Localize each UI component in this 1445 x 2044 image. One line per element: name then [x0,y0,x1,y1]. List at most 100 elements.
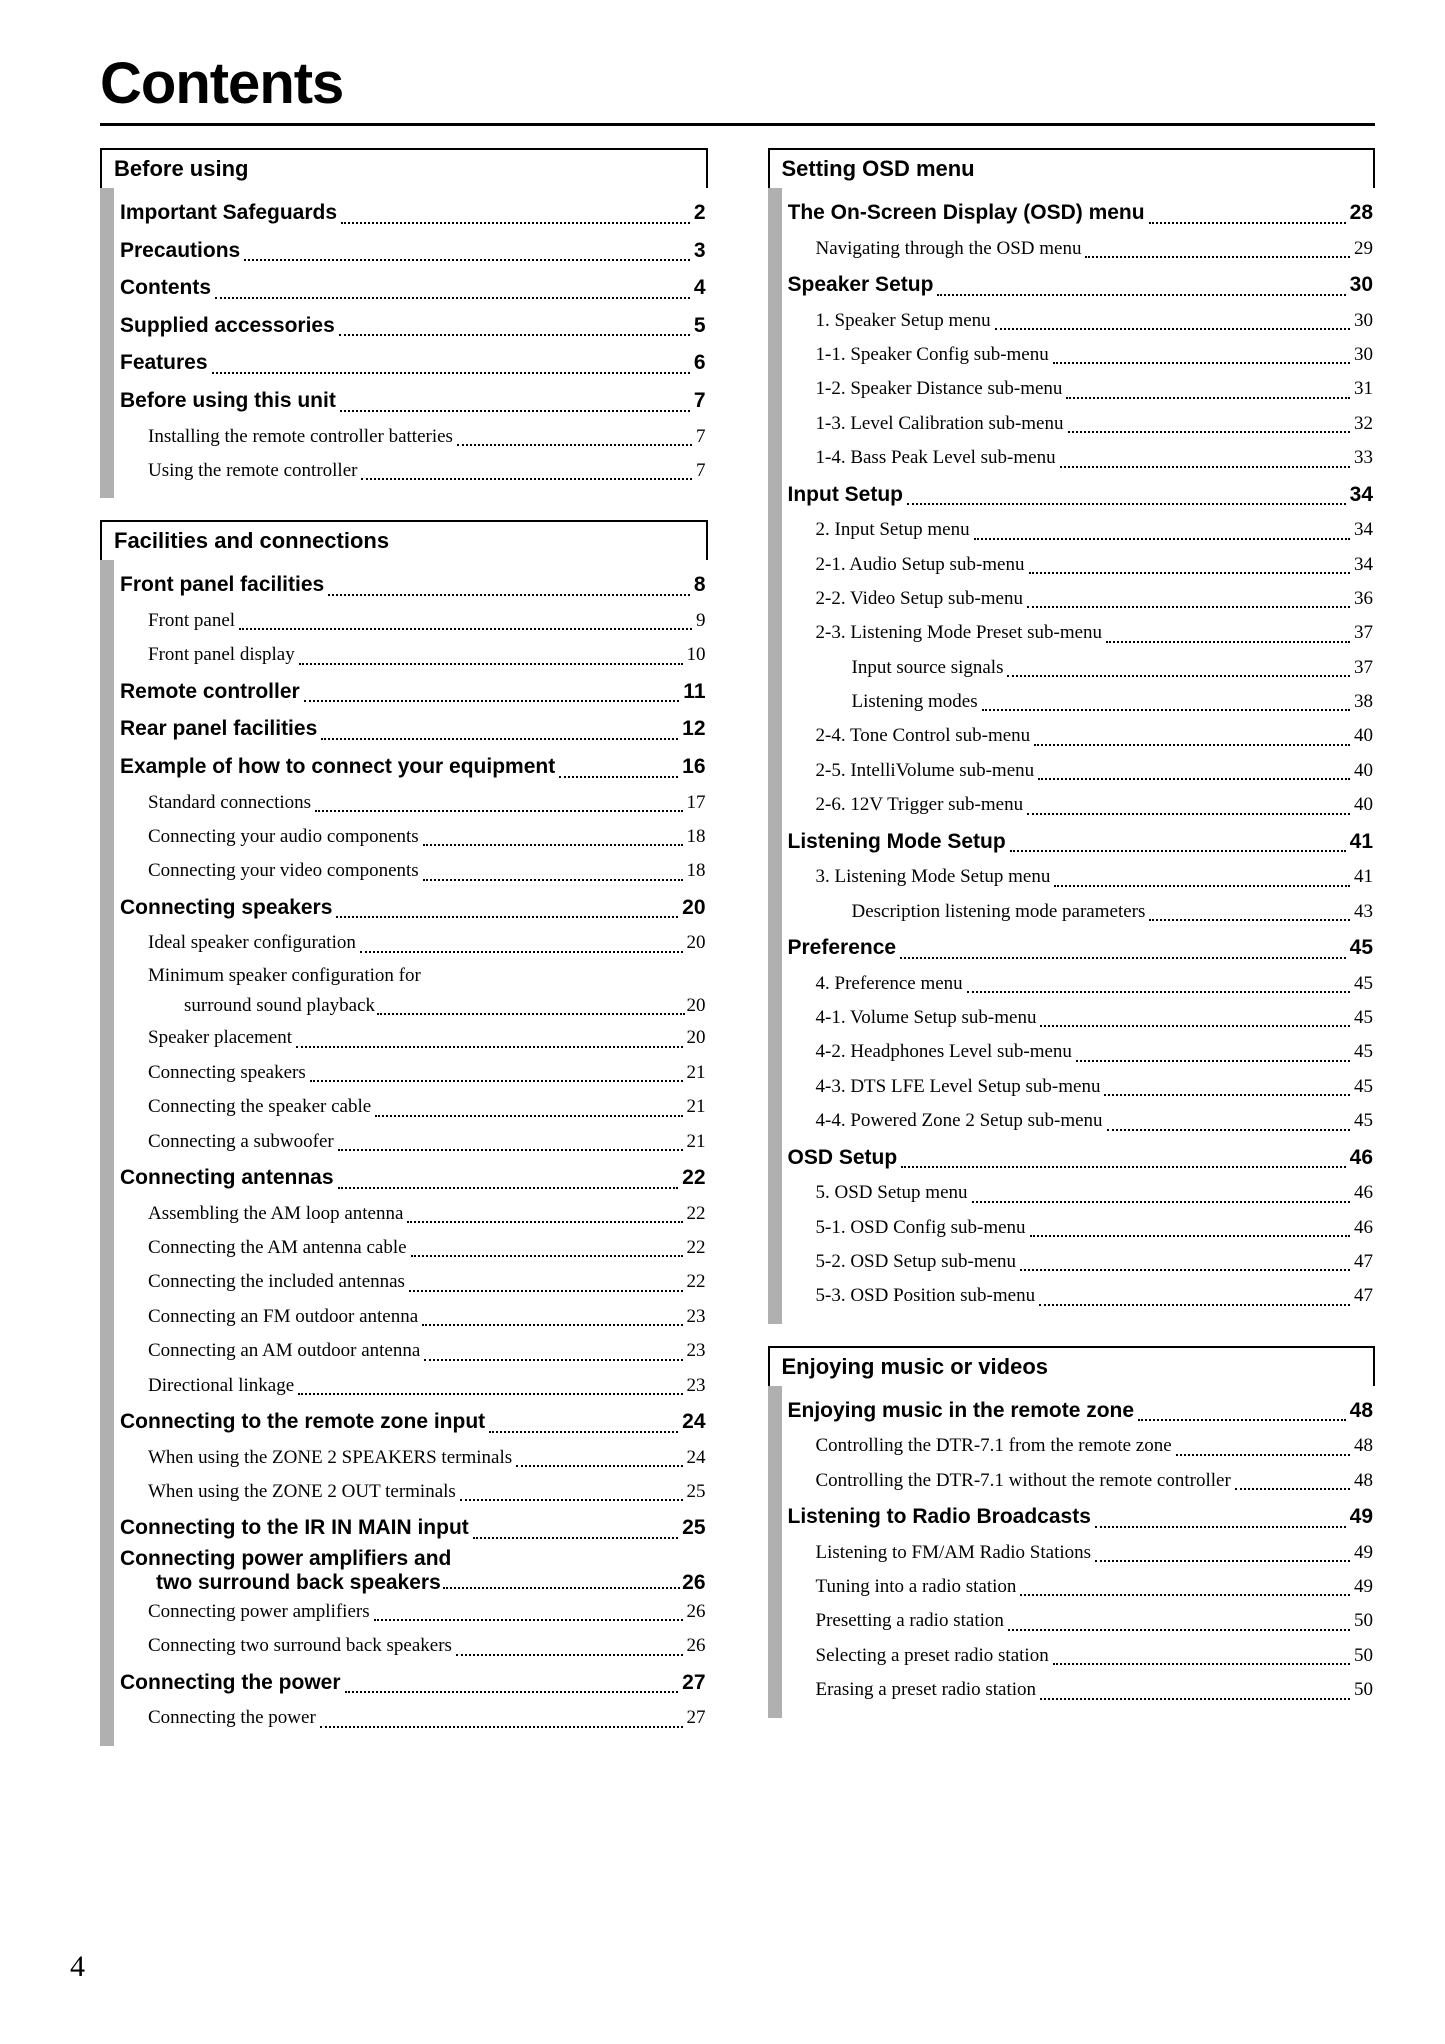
toc-leader-dots [336,916,678,918]
toc-leader-dots [407,1221,682,1223]
toc-entry: Connecting a subwoofer21 [120,1125,706,1159]
toc-leader-dots [304,700,680,702]
toc-entry: Front panel facilities8 [120,566,706,604]
toc-leader-dots [340,410,690,412]
section-body: The On-Screen Display (OSD) menu28Naviga… [768,188,1376,1324]
toc-entry-label: Input source signals [852,653,1006,683]
toc-entry: Listening to Radio Broadcasts49 [788,1498,1374,1536]
toc-entry: Connecting the included antennas22 [120,1265,706,1299]
toc-leader-dots [377,1013,684,1015]
toc-entry-page: 3 [692,234,706,268]
toc-entry-label: 1. Speaker Setup menu [816,306,993,336]
toc-entry-page: 22 [680,1161,705,1195]
toc-entry-page: 20 [687,991,706,1021]
toc-entry-page: 40 [1352,790,1373,820]
toc-leader-dots [1038,778,1350,780]
toc-entry: 1. Speaker Setup menu 30 [788,304,1374,338]
toc-entry-label: Connecting your video components [148,856,421,886]
toc-leader-dots [424,1359,682,1361]
toc-entry: Selecting a preset radio station50 [788,1639,1374,1673]
toc-entry-label: 3. Listening Mode Setup menu [816,862,1053,892]
toc-entry: Connecting power amplifiers26 [120,1595,706,1629]
toc-entry: 5. OSD Setup menu 46 [788,1176,1374,1210]
toc-entry-label: Navigating through the OSD menu [816,234,1084,264]
toc-entry-page: 21 [685,1058,706,1088]
toc-entry-label: 5-1. OSD Config sub-menu [816,1213,1028,1243]
toc-entry-label: Using the remote controller [148,456,359,486]
toc-entry-label: 5. OSD Setup menu [816,1178,970,1208]
toc-entry-label: When using the ZONE 2 SPEAKERS terminals [148,1443,514,1473]
toc-entry-page: 31 [1352,374,1373,404]
toc-entry-page: 43 [1352,897,1373,927]
toc-leader-dots [1029,572,1351,574]
toc-leader-dots [375,1115,682,1117]
toc-entry-label: Rear panel facilities [120,712,319,746]
toc-entry-page: 34 [1348,478,1373,512]
toc-entry-page: 16 [680,750,705,784]
toc-entry-label: The On-Screen Display (OSD) menu [788,196,1147,230]
toc-entry-label: Presetting a radio station [816,1606,1006,1636]
toc-entry: Important Safeguards2 [120,194,706,232]
toc-entry-label: Directional linkage [148,1371,296,1401]
toc-entry: 5-2. OSD Setup sub-menu47 [788,1245,1374,1279]
toc-leader-dots [212,372,690,374]
toc-column: Setting OSD menuThe On-Screen Display (O… [768,148,1376,1768]
toc-entry: Preference45 [788,929,1374,967]
toc-entry-page: 48 [1352,1466,1373,1496]
toc-entry-label: Remote controller [120,675,302,709]
toc-entry: 2-5. IntelliVolume sub-menu40 [788,754,1374,788]
toc-entry: Directional linkage23 [120,1369,706,1403]
toc-entry-label: 4-2. Headphones Level sub-menu [816,1037,1074,1067]
toc-entry-page: 33 [1352,443,1373,473]
toc-leader-dots [1008,1629,1350,1631]
toc-entry-label: 4-3. DTS LFE Level Setup sub-menu [816,1072,1103,1102]
toc-entry-page: 36 [1352,584,1373,614]
toc-leader-dots [1027,813,1350,815]
toc-entry: Standard connections17 [120,786,706,820]
toc-entry: Speaker placement20 [120,1021,706,1055]
toc-leader-dots [901,1166,1345,1168]
toc-entry-page: 6 [692,346,706,380]
toc-entry-page: 30 [1352,306,1373,336]
toc-entry: 2-4. Tone Control sub-menu40 [788,719,1374,753]
page-number: 4 [70,1950,85,1984]
toc-entry: Using the remote controller7 [120,454,706,488]
toc-entry-label: 2. Input Setup menu [816,515,972,545]
toc-entry-page: 9 [694,606,706,636]
toc-entry-label: 2-2. Video Setup sub-menu [816,584,1026,614]
toc-leader-dots [328,594,690,596]
toc-entry-page: 22 [685,1267,706,1297]
toc-entry: When using the ZONE 2 SPEAKERS terminals… [120,1441,706,1475]
toc-leader-dots [516,1465,682,1467]
toc-leader-dots [239,628,692,630]
toc-entry-page: 50 [1352,1641,1373,1671]
toc-entry: Input Setup34 [788,476,1374,514]
toc-entry: Connecting to the remote zone input24 [120,1403,706,1441]
toc-entry-page: 41 [1348,825,1373,859]
toc-entry: Connecting speakers21 [120,1056,706,1090]
toc-leader-dots [341,222,690,224]
toc-entry-label: Description listening mode parameters [852,897,1148,927]
toc-entry-label: 1-4. Bass Peak Level sub-menu [816,443,1058,473]
toc-leader-dots [489,1431,678,1433]
toc-leader-dots [1053,1663,1350,1665]
toc-entry-page: 48 [1352,1431,1373,1461]
toc-leader-dots [215,297,690,299]
section-body: Enjoying music in the remote zone48Contr… [768,1386,1376,1718]
toc-entry-page: 49 [1352,1538,1373,1568]
toc-entry-page: 46 [1352,1178,1373,1208]
toc-entry-label: Connecting power amplifiers [148,1597,372,1627]
toc-entry: 1-4. Bass Peak Level sub-menu 33 [788,441,1374,475]
toc-entry: 5-1. OSD Config sub-menu46 [788,1211,1374,1245]
toc-entry: Features6 [120,344,706,382]
toc-leader-dots [967,991,1350,993]
toc-entry: Erasing a preset radio station50 [788,1673,1374,1707]
toc-entry: Connecting your audio components18 [120,820,706,854]
toc-entry-page: 40 [1352,721,1373,751]
toc-entry-label: Assembling the AM loop antenna [148,1199,405,1229]
toc-entry-label: When using the ZONE 2 OUT terminals [148,1477,458,1507]
toc-entry: 3. Listening Mode Setup menu41 [788,860,1374,894]
toc-entry-page: 12 [680,712,705,746]
toc-entry-page: 47 [1352,1247,1373,1277]
toc-entry: 2-2. Video Setup sub-menu 36 [788,582,1374,616]
